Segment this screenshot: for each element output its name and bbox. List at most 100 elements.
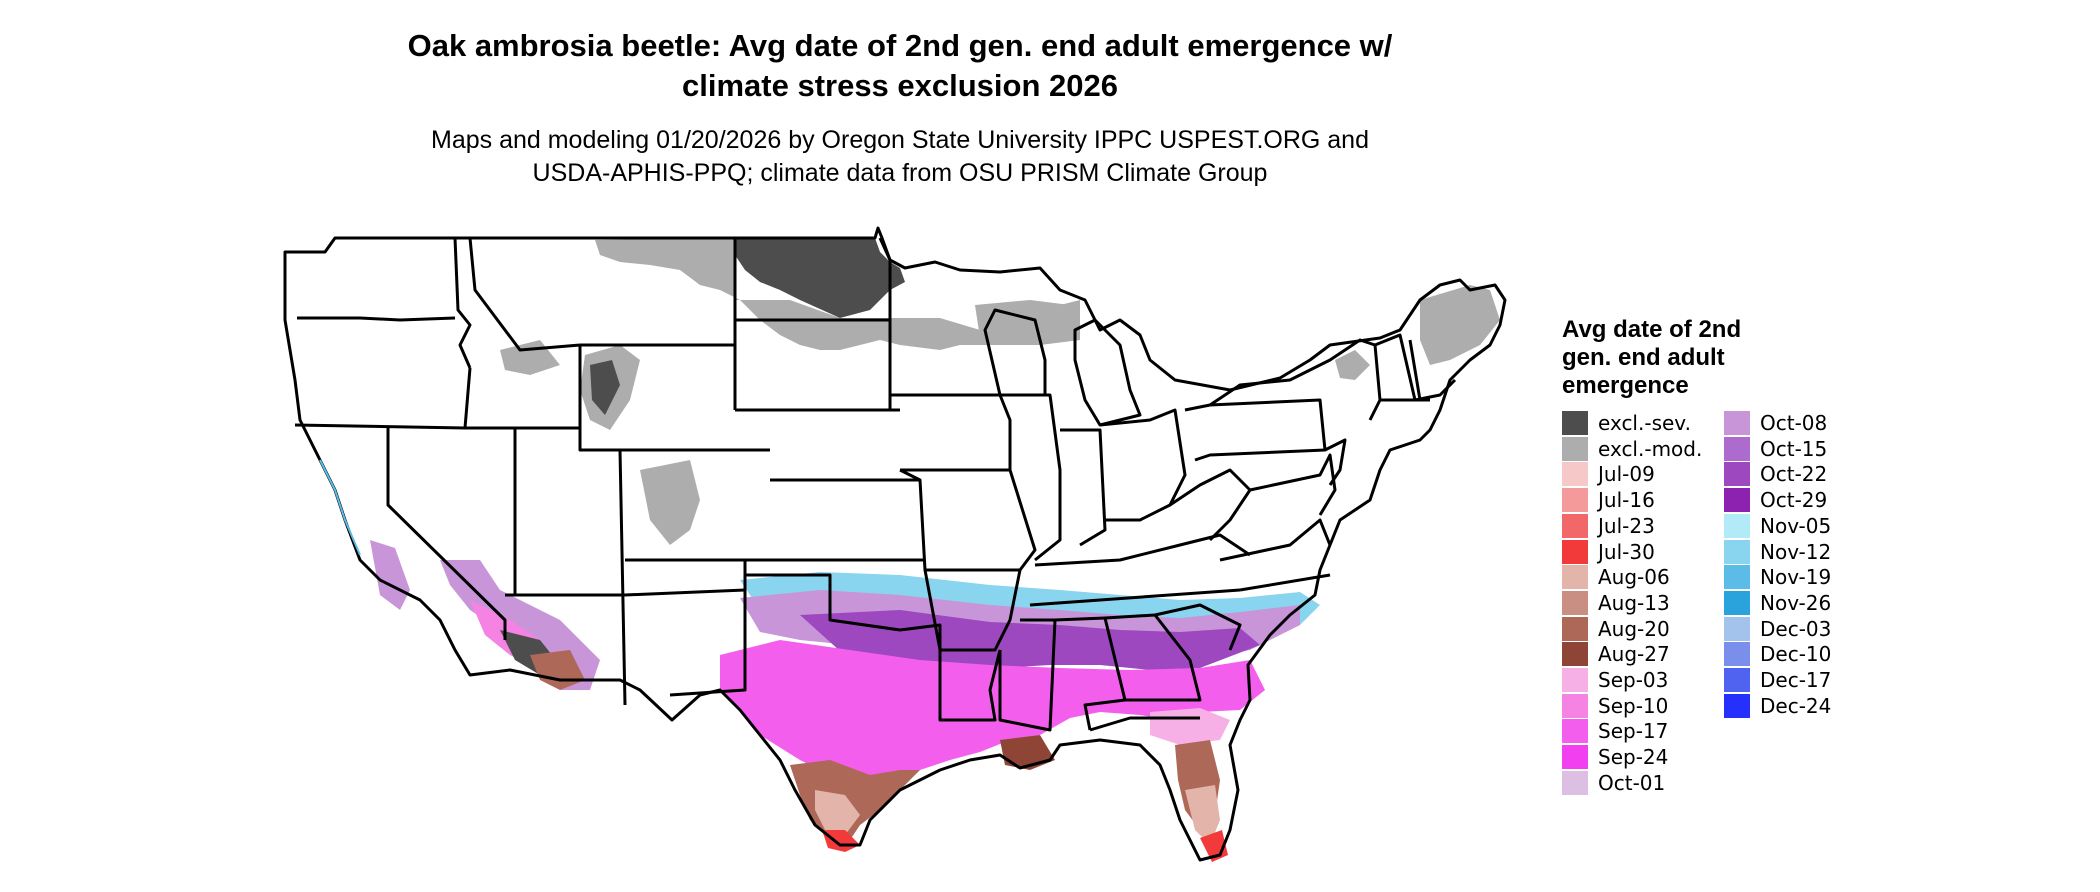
legend-swatch [1724,590,1750,615]
legend-label: Sep-03 [1598,668,1669,692]
legend-item: Dec-17 [1724,667,1831,693]
zone-oct-dark [800,610,1260,670]
legend-swatch [1562,590,1588,615]
legend-label: Jul-09 [1598,462,1655,487]
boundary-nj [1324,438,1347,486]
zone-excl-rockies-3 [640,460,700,545]
legend-swatch [1562,745,1588,770]
legend-item: Oct-15 [1724,436,1827,462]
zone-aug-fl-light [1185,785,1220,845]
legend-item: Nov-12 [1724,539,1831,565]
legend-item: Nov-26 [1724,590,1831,616]
legend-swatch [1724,488,1750,513]
zone-aug-texas [790,760,920,840]
legend-title-line-3: emergence [1562,372,1689,399]
legend-label: Jul-16 [1598,488,1655,513]
legend-swatch [1562,565,1588,590]
legend-item: Sep-10 [1562,693,1668,719]
legend-swatch [1724,693,1750,718]
legend-label: excl.-sev. [1598,411,1691,435]
legend-swatch [1724,436,1750,461]
legend-swatch [1724,462,1750,487]
legend-item: Oct-22 [1724,461,1827,487]
boundary-mi-lower [1073,318,1142,427]
legend-label: Oct-01 [1598,770,1666,795]
legend-swatch [1724,513,1750,538]
boundary-ia [890,393,1012,472]
legend-label: Oct-22 [1760,462,1828,487]
state-boundaries [283,226,1507,862]
legend-label: Aug-13 [1598,590,1670,615]
zone-excl-mod-ne [1420,285,1500,365]
boundary-nc [1239,573,1331,592]
boundary-la [938,649,1002,722]
legend-item: Jul-09 [1562,461,1655,487]
legend-swatch [1562,668,1588,692]
legend-item: Sep-03 [1562,667,1668,693]
boundary-wy-co [578,428,770,452]
legend-label: Dec-03 [1760,616,1832,641]
legend-item: Nov-05 [1724,513,1831,539]
legend-item: Jul-30 [1562,539,1655,565]
boundary-mo [899,468,1037,572]
legend-swatch [1562,513,1588,538]
legend-item: Oct-08 [1724,410,1827,436]
boundary-va [1219,518,1332,562]
boundary-ny [1209,338,1382,421]
zone-excl-rockies-4 [500,340,560,375]
zone-excl-mod-north [595,238,1080,350]
boundary-il [1000,393,1062,562]
boundary-oh [1099,408,1187,522]
legend-swatch [1562,488,1588,513]
legend-label: excl.-mod. [1598,436,1703,461]
boundary-tn [1029,588,1241,607]
legend-label: Aug-20 [1598,616,1670,641]
conus-outline [283,226,1507,862]
boundary-fl [1089,716,1200,732]
legend-label: Dec-10 [1760,642,1832,667]
boundary-wv [1169,468,1252,542]
map-subtitle-line-1: Maps and modeling 01/20/2026 by Oregon S… [431,126,1369,154]
map-title-line-2: climate stress exclusion 2026 [682,68,1118,103]
emergence-zones [370,238,1500,862]
legend-swatch [1562,436,1588,461]
boundary-ut-co [618,449,627,706]
legend-label: Sep-17 [1598,719,1669,744]
legend-label: Oct-08 [1760,411,1828,435]
legend-item: Aug-06 [1562,564,1670,590]
legend-label: Aug-27 [1598,642,1670,667]
legend-swatch [1562,770,1588,795]
zone-aug-texas-light [815,790,860,835]
legend-swatch [1724,539,1750,564]
legend-swatch [1724,565,1750,590]
boundary-ms [998,618,1057,732]
legend-swatch [1724,668,1750,692]
boundary-ar [923,569,1022,652]
boundary-sc [1154,603,1242,651]
legend-swatch [1562,539,1588,564]
legend-label: Dec-17 [1760,668,1832,692]
boundary-ky [1034,533,1251,567]
legend-label: Oct-29 [1760,488,1828,513]
legend-item: Nov-19 [1724,564,1831,590]
legend-item: Dec-24 [1724,693,1831,719]
legend-label: Aug-06 [1598,565,1670,590]
legend-title-line-1: Avg date of 2nd [1562,316,1742,343]
us-map [283,226,1507,862]
legend-item: Jul-23 [1562,513,1655,539]
legend-item: Aug-27 [1562,641,1670,667]
legend-item: Jul-16 [1562,487,1655,513]
legend-swatch [1562,462,1588,487]
legend-swatch [1724,642,1750,667]
legend-item: Oct-01 [1562,770,1665,796]
zone-sep-light [1150,708,1230,745]
boundary-wa-or [297,316,456,322]
legend-swatch [1562,411,1588,435]
legend-label: Nov-26 [1760,590,1832,615]
boundary-or-ca [294,423,466,430]
legend-label: Dec-24 [1760,693,1832,718]
boundary-ca-nv [386,428,507,640]
boundary-wi-mi [983,308,1047,396]
legend-swatch [1562,642,1588,667]
coast-accent-pacific [319,459,361,556]
